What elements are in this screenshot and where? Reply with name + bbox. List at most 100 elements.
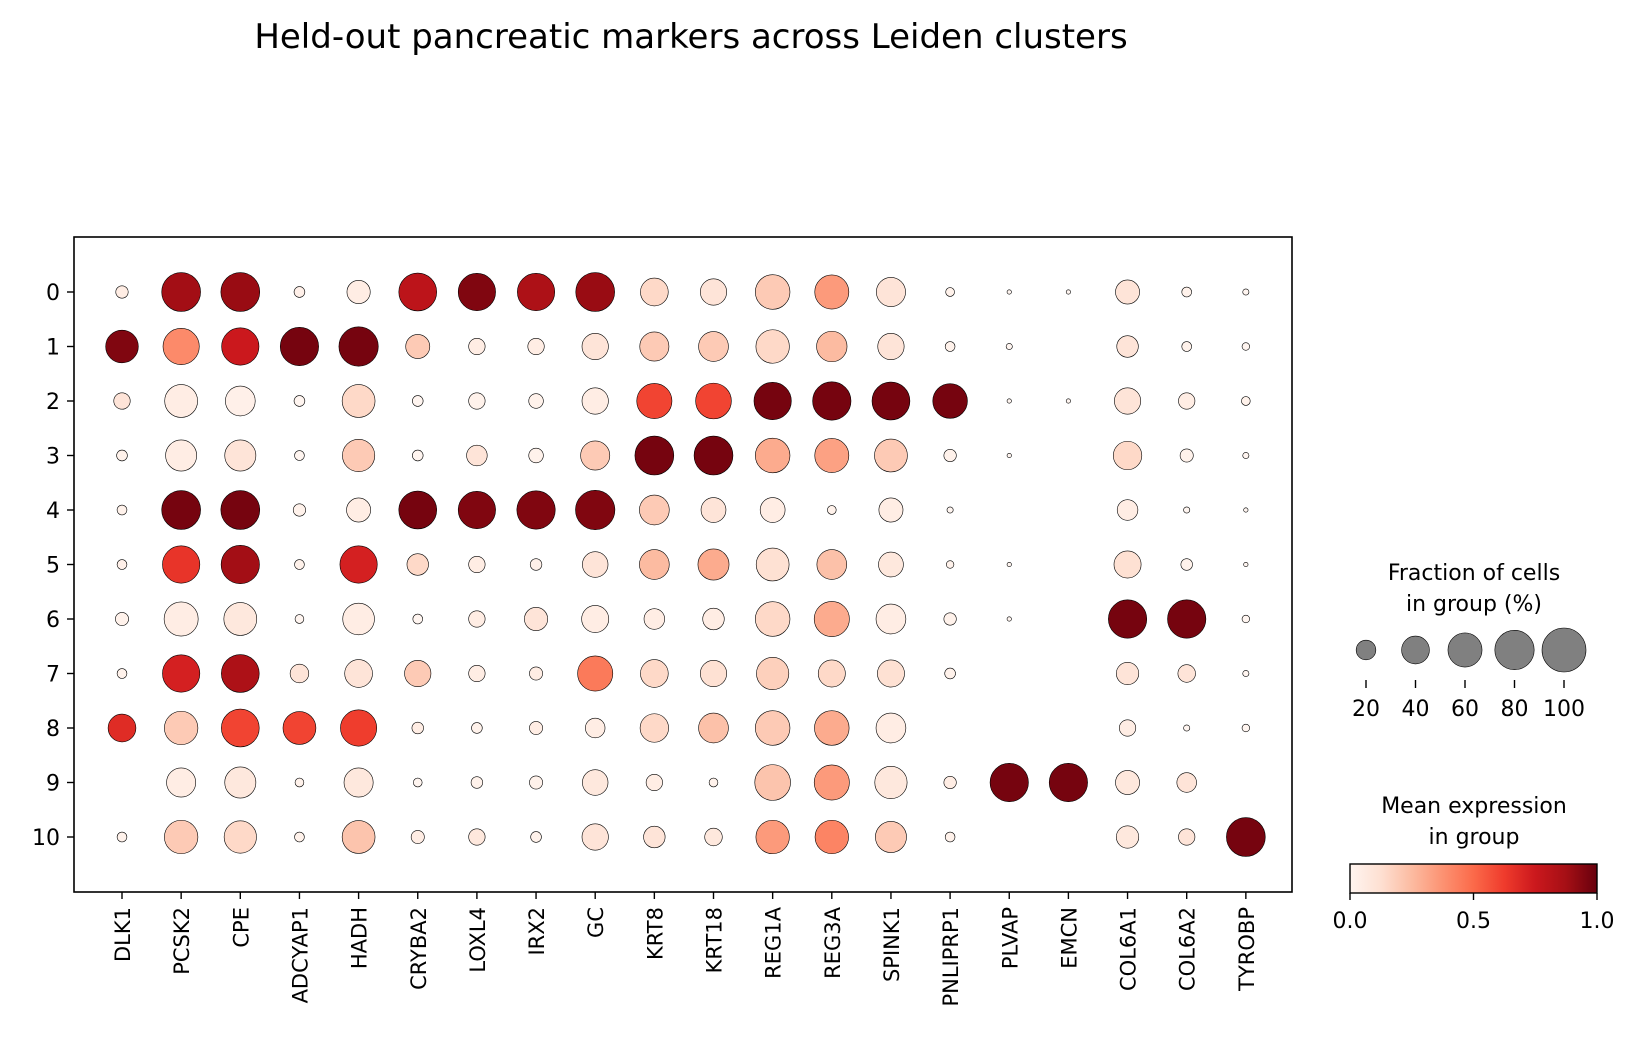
dot-PCSK2-cluster-1 [162, 328, 200, 365]
dot-REG3A-cluster-2 [812, 381, 852, 421]
dot-LOXL4-cluster-3 [466, 444, 488, 467]
dot-KRT18-cluster-1 [698, 331, 729, 362]
dot-PCSK2-cluster-0 [161, 272, 201, 312]
dot-GC-cluster-3 [580, 440, 611, 471]
dot-CPE-cluster-4 [220, 490, 261, 530]
dot-HADH-cluster-8 [340, 709, 378, 747]
dot-PNLIPRP1-cluster-2 [932, 383, 968, 419]
dot-IRX2-cluster-0 [517, 273, 556, 311]
dot-COL6A2-cluster-10 [1178, 828, 1196, 846]
dot-COL6A1-cluster-0 [1115, 279, 1140, 305]
dot-EMCN-cluster-9 [1048, 763, 1088, 802]
dot-KRT8-cluster-2 [636, 383, 673, 419]
size-legend-tick-label: 100 [1543, 697, 1585, 722]
x-tick-label: PNLIPRP1 [939, 907, 963, 1007]
dot-TYROBP-cluster-4 [1243, 507, 1249, 513]
dot-DLK1-cluster-2 [113, 392, 131, 410]
dot-CRYBA2-cluster-7 [404, 659, 432, 687]
dot-COL6A1-cluster-7 [1116, 661, 1140, 686]
dot-HADH-cluster-5 [339, 545, 378, 584]
dot-SPINK1-cluster-10 [875, 821, 907, 853]
dot-SPINK1-cluster-6 [875, 603, 907, 635]
dot-PCSK2-cluster-8 [164, 710, 199, 746]
dot-PNLIPRP1-cluster-4 [946, 506, 954, 514]
size-legend: Fraction of cells in group (%) 20 40 60 80 100 [1352, 561, 1587, 722]
colorbar-tick-label: 1.0 [1580, 909, 1615, 934]
dot-SPINK1-cluster-7 [877, 659, 905, 688]
dot-CRYBA2-cluster-5 [406, 553, 429, 576]
dot-LOXL4-cluster-10 [468, 828, 486, 846]
dot-DLK1-cluster-1 [105, 329, 139, 364]
dot-HADH-cluster-10 [341, 820, 376, 854]
dot-HADH-cluster-0 [346, 280, 371, 304]
x-tick-label: KRT18 [703, 907, 727, 973]
dot-KRT8-cluster-10 [643, 825, 666, 849]
dot-ADCYAP1-cluster-8 [282, 711, 317, 745]
dot-COL6A1-cluster-6 [1108, 599, 1148, 639]
dot-CRYBA2-cluster-4 [398, 490, 437, 530]
dot-KRT18-cluster-4 [700, 497, 727, 523]
dot-GC-cluster-5 [582, 551, 609, 578]
dot-GC-cluster-8 [585, 717, 606, 739]
colorbar-tick-label: 0.5 [1456, 909, 1491, 934]
dot-HADH-cluster-2 [341, 384, 376, 418]
dot-REG3A-cluster-9 [813, 764, 850, 801]
dot-PNLIPRP1-cluster-6 [943, 612, 957, 626]
dot-DLK1-cluster-8 [107, 713, 137, 743]
dot-ADCYAP1-cluster-10 [294, 831, 305, 843]
dot-COL6A2-cluster-7 [1177, 664, 1196, 683]
dot-REG3A-cluster-3 [814, 438, 850, 473]
dot-COL6A2-cluster-4 [1183, 506, 1191, 514]
dot-IRX2-cluster-4 [516, 490, 556, 530]
dot-PLVAP-cluster-3 [1006, 452, 1012, 458]
dot-IRX2-cluster-7 [529, 666, 543, 681]
dot-HADH-cluster-9 [343, 767, 374, 798]
dot-COL6A1-cluster-4 [1116, 499, 1139, 521]
x-tick-label: COL6A1 [1117, 907, 1141, 991]
dot-COL6A2-cluster-0 [1181, 286, 1192, 298]
y-tick-label: 6 [46, 608, 60, 633]
x-tick-label: DLK1 [111, 907, 135, 962]
dot-PLVAP-cluster-2 [1006, 398, 1012, 404]
dot-TYROBP-cluster-8 [1241, 723, 1250, 733]
dot-ADCYAP1-cluster-7 [289, 663, 310, 684]
dot-HADH-cluster-1 [338, 326, 379, 367]
plot-area: 0 1 2 3 4 5 6 7 8 9 10 DLK1 PCSK2 CPE ADCYAP1 HADH CRYBA… [32, 236, 1293, 1007]
dot-PLVAP-cluster-5 [1006, 561, 1012, 567]
dot-PCSK2-cluster-5 [162, 545, 201, 584]
dot-ADCYAP1-cluster-5 [294, 559, 305, 570]
dot-ADCYAP1-cluster-4 [292, 503, 306, 517]
dot-REG1A-cluster-0 [755, 274, 791, 310]
dot-KRT8-cluster-8 [639, 713, 669, 743]
y-tick-label: 9 [46, 772, 60, 797]
dot-TYROBP-cluster-6 [1241, 614, 1250, 624]
dot-HADH-cluster-3 [342, 439, 376, 472]
dot-PNLIPRP1-cluster-3 [943, 448, 957, 463]
y-tick-label: 8 [46, 717, 60, 742]
x-tick-label: PLVAP [998, 907, 1022, 969]
dot-TYROBP-cluster-2 [1241, 396, 1251, 406]
y-tick-label: 2 [46, 390, 60, 415]
dot-SPINK1-cluster-0 [876, 277, 906, 307]
dot-CRYBA2-cluster-10 [410, 830, 425, 844]
size-legend-dot [1494, 630, 1535, 670]
dot-PLVAP-cluster-6 [1006, 616, 1012, 622]
dot-PCSK2-cluster-2 [164, 384, 198, 418]
dot-EMCN-cluster-0 [1065, 289, 1071, 295]
dot-REG1A-cluster-8 [755, 710, 791, 746]
x-tick-label: CPE [229, 907, 253, 948]
dot-PLVAP-cluster-9 [989, 763, 1029, 802]
dot-COL6A1-cluster-5 [1113, 550, 1142, 579]
dot-CPE-cluster-6 [223, 602, 258, 636]
dot-TYROBP-cluster-1 [1241, 342, 1250, 351]
dot-GC-cluster-2 [581, 387, 609, 415]
size-legend-tick-label: 40 [1402, 697, 1430, 722]
dot-KRT18-cluster-9 [708, 777, 719, 788]
dot-REG1A-cluster-10 [755, 819, 790, 855]
dot-IRX2-cluster-3 [528, 447, 544, 464]
dot-ADCYAP1-cluster-9 [294, 777, 305, 788]
dot-KRT8-cluster-3 [634, 435, 675, 476]
dot-CPE-cluster-9 [224, 766, 257, 799]
dot-COL6A1-cluster-8 [1119, 719, 1137, 737]
